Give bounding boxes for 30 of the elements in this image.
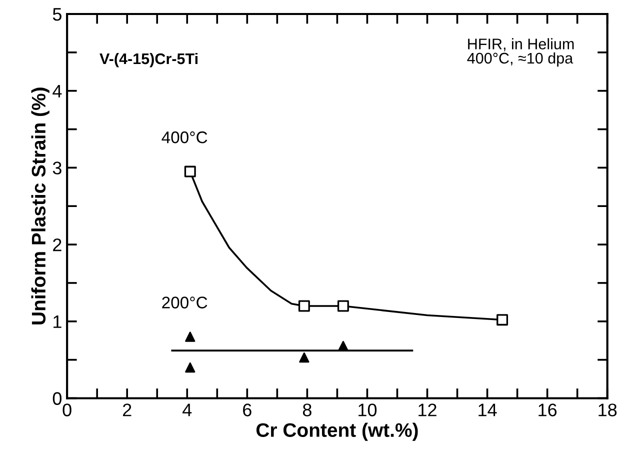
y-tick-label: 0 (52, 392, 62, 405)
annotation: V-(4-15)Cr-5Ti (100, 52, 198, 68)
y-tick-label: 5 (52, 8, 62, 21)
y-tick-label: 1 (54, 316, 62, 328)
point (338, 340, 348, 352)
y-tick-label: 2 (53, 238, 62, 252)
x-tick-label: 10 (358, 404, 377, 416)
x-tick-label: 12 (418, 404, 436, 416)
point (299, 352, 310, 363)
x-tick-label: 6 (243, 404, 252, 416)
series-label: 400°C (162, 131, 208, 144)
y-tick-label: 3 (52, 162, 62, 174)
y-axis-title: Uniform Plastic Strain (%) (31, 88, 50, 324)
point (184, 166, 196, 178)
point (185, 362, 196, 373)
point (337, 300, 349, 312)
annotation: HFIR, in Helium 400°C, ≈10 dpa (467, 38, 574, 67)
point (496, 314, 508, 326)
x-tick-label: 16 (538, 404, 557, 416)
x-axis-title: Cr Content (wt.%) (256, 422, 418, 441)
point (185, 332, 196, 342)
x-tick-label: 2 (122, 404, 132, 416)
x-tick-label: 14 (478, 404, 497, 416)
point (298, 300, 310, 312)
x-tick-label: 18 (598, 404, 617, 416)
series-label: 200°C (162, 296, 208, 308)
x-tick-label: 8 (302, 404, 312, 416)
x-tick-label: 0 (62, 404, 72, 416)
x-tick-label: 4 (182, 404, 192, 416)
y-tick-label: 4 (52, 84, 62, 98)
